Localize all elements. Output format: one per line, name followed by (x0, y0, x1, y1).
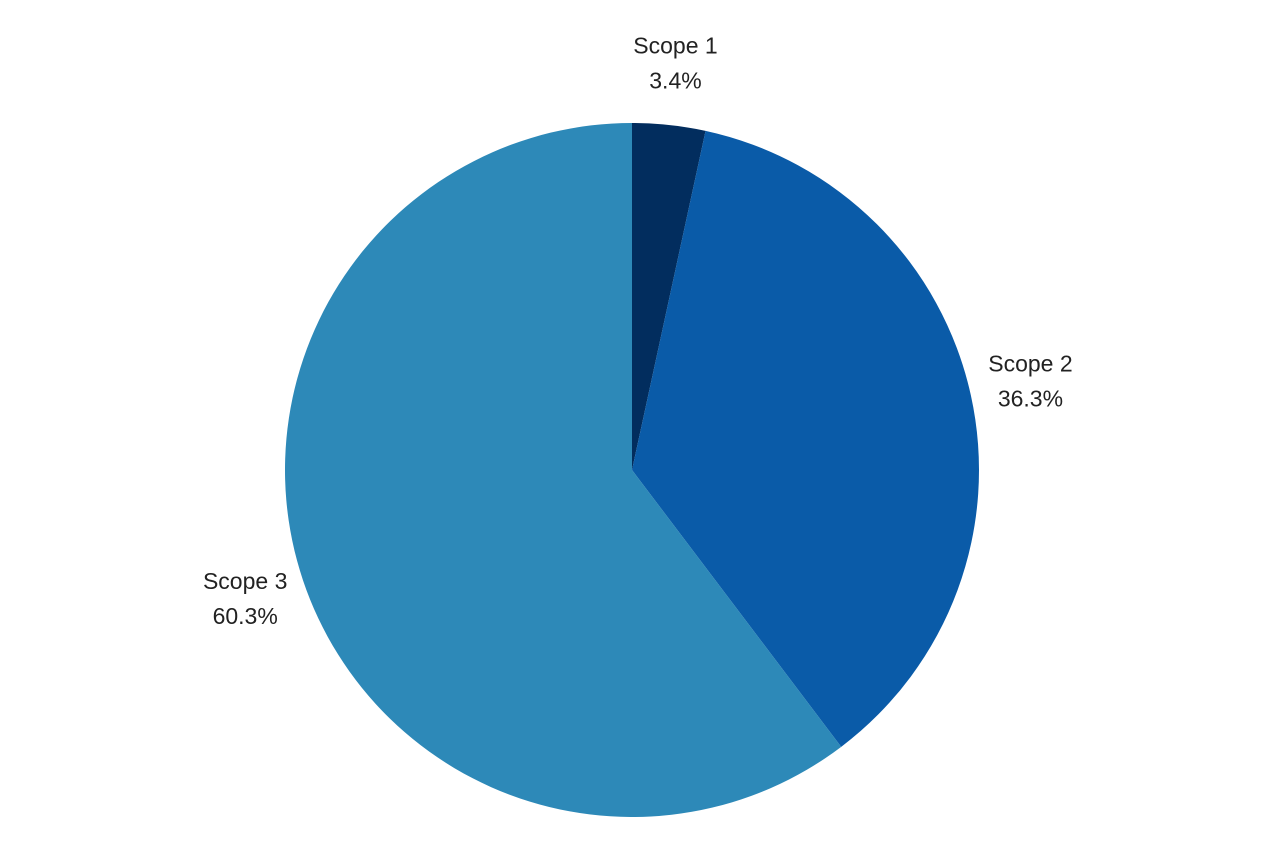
pie-slice (632, 130, 979, 747)
slice-category-label: Scope 3 (203, 568, 287, 594)
slice-category-label: Scope 1 (633, 32, 717, 58)
pie-slice (632, 123, 706, 470)
pie-slice (284, 123, 842, 817)
slice-value-label: 60.3% (213, 603, 278, 629)
slice-value-label: 36.3% (998, 385, 1063, 411)
slice-category-label: Scope 2 (988, 350, 1072, 376)
slice-value-label: 3.4% (649, 67, 701, 93)
